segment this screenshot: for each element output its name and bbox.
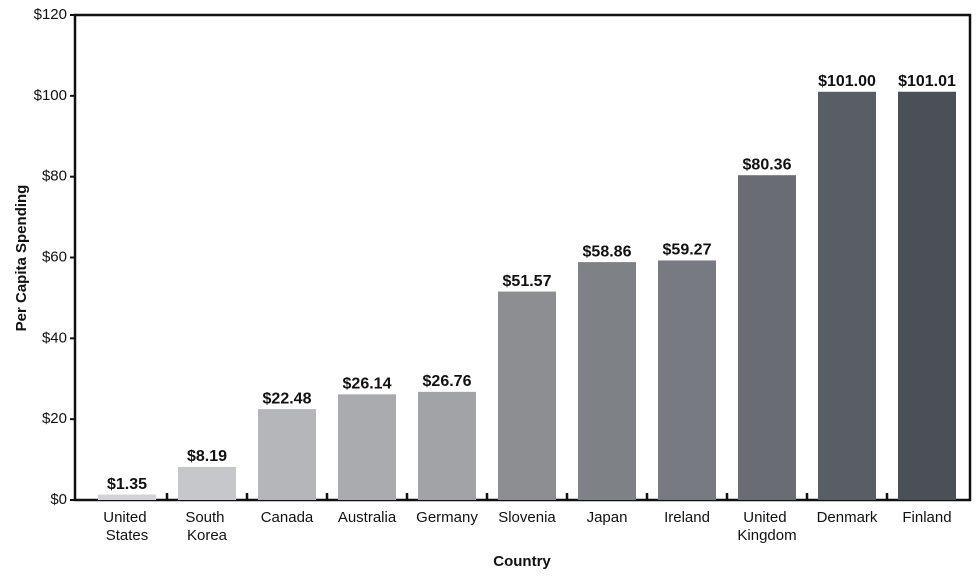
- value-label: $8.19: [187, 448, 227, 465]
- x-tick-label: Slovenia: [498, 509, 556, 526]
- value-label: $26.14: [343, 376, 392, 393]
- value-label: $26.76: [423, 373, 472, 390]
- x-tick-label: Finland: [902, 509, 951, 526]
- x-axis-title: Country: [493, 553, 551, 570]
- bar: [418, 391, 476, 500]
- x-tick-label: Denmark: [817, 509, 878, 526]
- value-label: $101.01: [898, 73, 956, 90]
- bar: [818, 91, 876, 501]
- x-tick-label: United Kingdom: [737, 509, 796, 544]
- x-tick-label: Canada: [261, 509, 314, 526]
- x-tick-label: South Korea: [185, 509, 228, 544]
- x-tick-label: Germany: [416, 509, 478, 526]
- bar: [338, 394, 396, 500]
- y-tick-label: $0: [50, 491, 67, 508]
- y-tick-label: $40: [42, 329, 67, 346]
- bar: [738, 175, 796, 500]
- y-tick-label: $60: [42, 248, 67, 265]
- x-tick-label: United States: [103, 509, 151, 544]
- y-tick-label: $20: [42, 410, 67, 427]
- y-tick-label: $100: [34, 87, 67, 104]
- bar: [498, 291, 556, 500]
- bar: [898, 91, 956, 500]
- value-label: $80.36: [743, 156, 792, 173]
- bar: [98, 494, 156, 500]
- value-label: $59.27: [663, 242, 712, 259]
- x-tick-label: Japan: [587, 509, 628, 526]
- bar: [578, 262, 636, 500]
- value-label: $1.35: [107, 476, 147, 493]
- bar: [178, 466, 236, 500]
- bar: [658, 260, 716, 500]
- value-label: $58.86: [583, 243, 632, 260]
- y-axis-title: Per Capita Spending: [13, 185, 30, 332]
- x-tick-label: Australia: [338, 509, 397, 526]
- y-tick-label: $80: [42, 168, 67, 185]
- x-tick-label: Ireland: [664, 509, 710, 526]
- value-label: $101.00: [818, 73, 876, 90]
- bar: [258, 409, 316, 500]
- value-label: $51.57: [503, 273, 552, 290]
- y-tick-label: $120: [34, 6, 67, 23]
- value-label: $22.48: [263, 390, 312, 407]
